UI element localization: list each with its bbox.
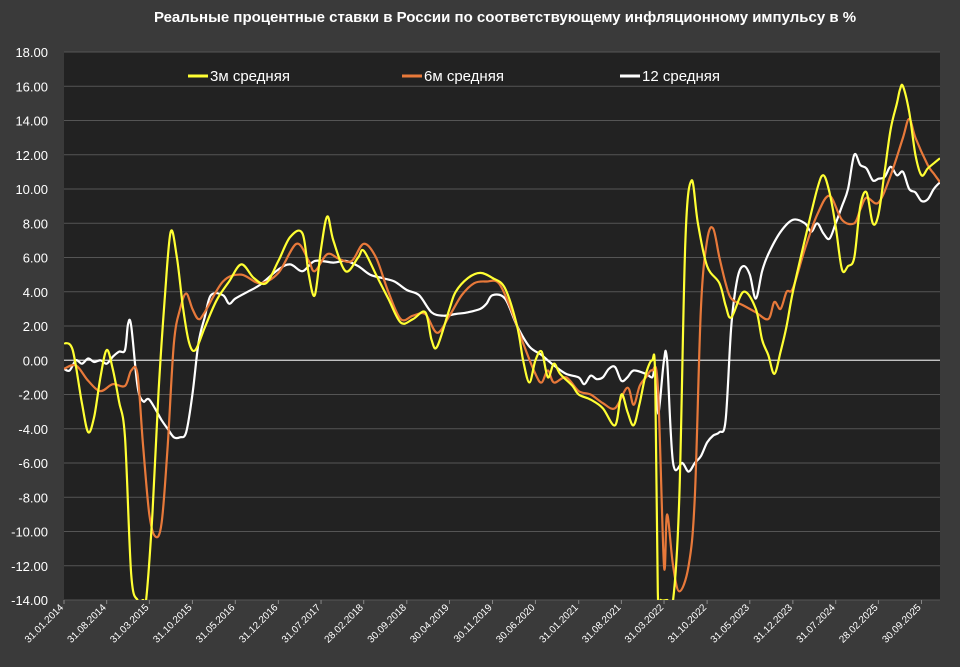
y-tick-label: -6.00 xyxy=(18,456,48,471)
series-line-3 xyxy=(64,152,940,473)
legend-label: 12 средняя xyxy=(642,68,720,85)
chart-title: Реальные процентные ставки в России по с… xyxy=(154,9,856,26)
legend-label: 6м средняя xyxy=(424,68,504,85)
y-tick-label: 0.00 xyxy=(23,353,48,368)
y-axis-ticks: 18.00 16.00 14.00 12.00 10.00 8.00 6.00 4.00 2.0… xyxy=(11,45,48,608)
y-tick-label: -8.00 xyxy=(18,490,48,505)
legend-label: 3м средняя xyxy=(210,68,290,85)
y-tick-label: 18.00 xyxy=(15,45,48,60)
y-tick-label: 10.00 xyxy=(15,182,48,197)
y-tick-label: 2.00 xyxy=(23,319,48,334)
y-tick-label: -12.00 xyxy=(11,559,48,574)
series-group xyxy=(64,83,940,600)
y-tick-label: -10.00 xyxy=(11,525,48,540)
series-line-2 xyxy=(64,117,940,593)
series-line-1 xyxy=(64,83,940,600)
y-tick-label: 16.00 xyxy=(15,79,48,94)
y-tick-label: 12.00 xyxy=(15,148,48,163)
y-tick-label: -4.00 xyxy=(18,422,48,437)
y-tick-label: 14.00 xyxy=(15,114,48,129)
y-tick-label: 6.00 xyxy=(23,251,48,266)
legend: 3м средняя 6м средняя 12 средняя xyxy=(188,68,720,85)
y-tick-label: 4.00 xyxy=(23,285,48,300)
y-tick-label: -2.00 xyxy=(18,388,48,403)
y-tick-label: -14.00 xyxy=(11,593,48,608)
y-tick-label: 8.00 xyxy=(23,216,48,231)
